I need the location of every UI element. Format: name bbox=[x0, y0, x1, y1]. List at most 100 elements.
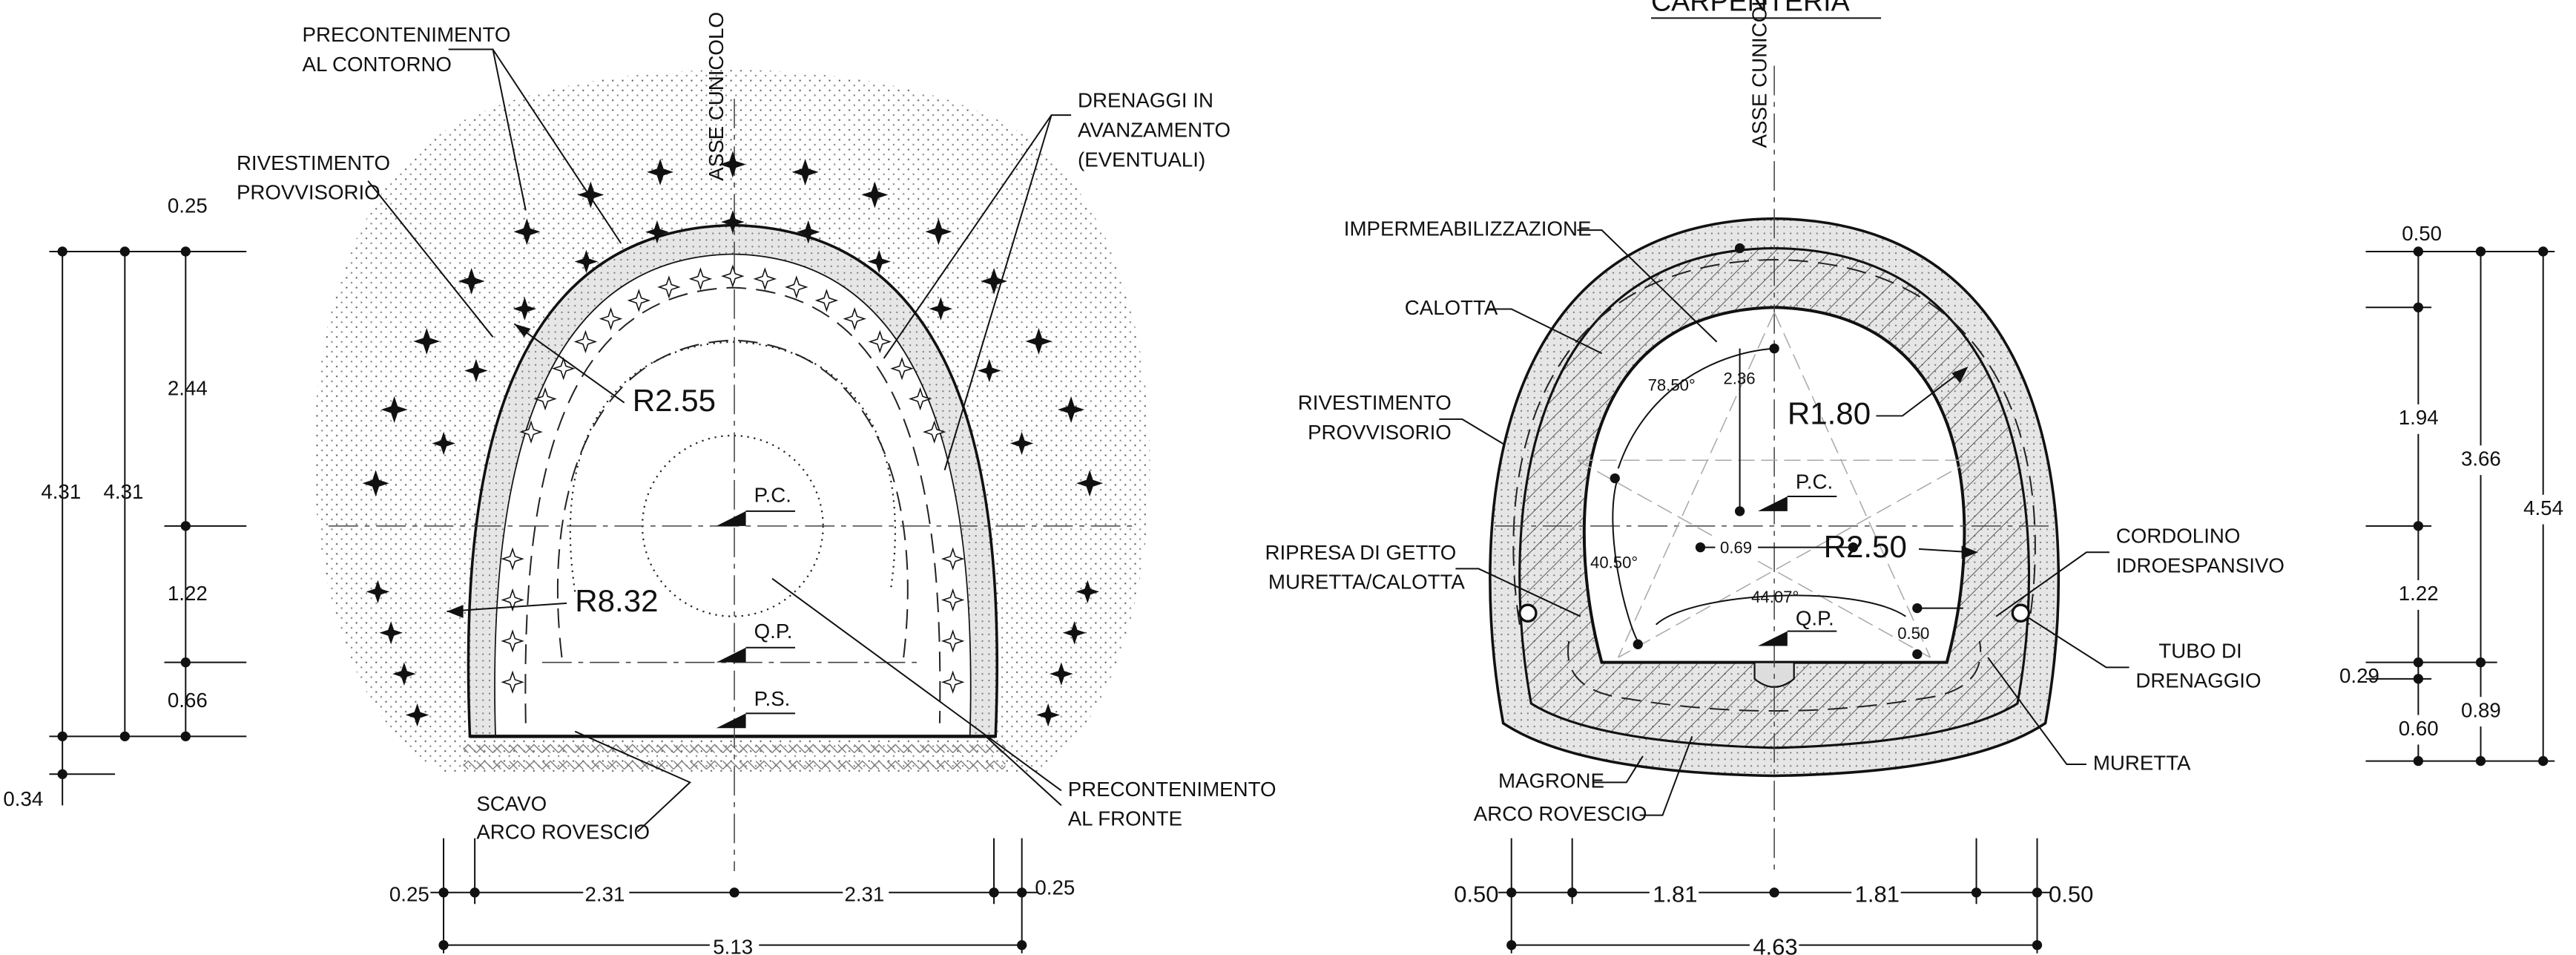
dim-label: 78.50° bbox=[1648, 375, 1696, 394]
label: PRECONTENIMENTO bbox=[1068, 778, 1277, 801]
shape bbox=[2032, 940, 2043, 951]
shape bbox=[2538, 755, 2549, 767]
shape bbox=[438, 887, 449, 898]
dim-label: 1.81 bbox=[1855, 881, 1900, 907]
radius-label: R2.55 bbox=[633, 383, 716, 418]
leader bbox=[513, 323, 625, 404]
shape bbox=[57, 769, 67, 779]
shape bbox=[2413, 674, 2424, 684]
nail bbox=[868, 329, 892, 354]
nail bbox=[1050, 662, 1073, 686]
nail bbox=[647, 158, 674, 186]
dim-label: 1.94 bbox=[2399, 406, 2439, 429]
shape bbox=[1769, 887, 1779, 898]
nail bbox=[519, 420, 543, 444]
dim-label: 4.31 bbox=[41, 480, 81, 503]
shape bbox=[1633, 639, 1643, 649]
nail bbox=[657, 275, 681, 299]
shape bbox=[438, 940, 449, 951]
dim-label: 0.60 bbox=[2399, 717, 2439, 740]
dim-label: 4.63 bbox=[1753, 933, 1797, 955]
shape bbox=[1734, 243, 1745, 254]
nail bbox=[721, 264, 745, 288]
arrow bbox=[1951, 366, 1969, 384]
nail bbox=[791, 158, 819, 186]
leader bbox=[1639, 736, 1693, 816]
nail bbox=[890, 356, 914, 381]
dim-label: 4.31 bbox=[104, 480, 144, 503]
leader bbox=[771, 577, 1062, 807]
nail bbox=[362, 470, 389, 497]
inner-dashed bbox=[557, 339, 909, 658]
shape bbox=[180, 521, 191, 531]
nail bbox=[843, 306, 866, 331]
shape bbox=[2413, 302, 2424, 312]
dim-label: 0.50 bbox=[2402, 222, 2442, 245]
nail bbox=[551, 356, 576, 381]
shape bbox=[1610, 473, 1620, 484]
leader bbox=[447, 602, 567, 613]
level-label: Q.P. bbox=[754, 620, 793, 643]
dim-label: 40.50° bbox=[1590, 554, 1638, 572]
nail bbox=[925, 218, 952, 246]
shape bbox=[729, 887, 739, 898]
construction-lines bbox=[1576, 312, 1972, 658]
nail bbox=[379, 621, 403, 645]
nail bbox=[1062, 621, 1087, 645]
shape bbox=[2413, 657, 2424, 668]
right-section: CARPENTERIA P.C. Q.P. ASSE CUNICOLO R1.8… bbox=[1265, 0, 2570, 955]
dim-label: 0.66 bbox=[168, 689, 208, 712]
shape bbox=[1912, 649, 1923, 660]
shape bbox=[1017, 887, 1027, 898]
label: IDROESPANSIVO bbox=[2116, 554, 2285, 577]
dim-label: 0.50 bbox=[1897, 624, 1929, 643]
dim-points bbox=[57, 246, 191, 779]
dim-label: 0.34 bbox=[3, 787, 43, 810]
nails bbox=[362, 151, 1104, 727]
dim-points bbox=[1506, 887, 2043, 951]
dim-label: 0.29 bbox=[2339, 664, 2379, 687]
nail bbox=[867, 249, 891, 274]
arrow bbox=[514, 324, 531, 338]
leader bbox=[2028, 617, 2129, 669]
bg bbox=[2457, 697, 2504, 727]
shape bbox=[2032, 887, 2043, 898]
nail bbox=[577, 181, 605, 209]
label: AL FRONTE bbox=[1068, 807, 1182, 830]
nail bbox=[627, 289, 651, 312]
label: (EVENTUALI) bbox=[1078, 148, 1205, 171]
leader bbox=[1593, 755, 1644, 784]
nail bbox=[1075, 580, 1100, 604]
shape bbox=[2475, 246, 2486, 257]
bg bbox=[1715, 536, 1758, 559]
bg bbox=[2395, 404, 2442, 434]
label: PRECONTENIMENTO bbox=[303, 23, 511, 46]
level-underlines bbox=[745, 510, 796, 715]
label: DRENAGGI IN bbox=[1078, 89, 1213, 112]
nail bbox=[501, 588, 524, 612]
bg bbox=[2395, 715, 2442, 745]
shape bbox=[57, 246, 67, 257]
label: ARCO ROVESCIO bbox=[476, 820, 650, 843]
dim-lines bbox=[49, 250, 247, 806]
shape bbox=[2475, 657, 2486, 668]
radius-label: R2.50 bbox=[1824, 529, 1907, 564]
dim-label: 2.31 bbox=[585, 883, 625, 906]
dim-points bbox=[2413, 246, 2549, 767]
drain-pipe bbox=[2011, 603, 2031, 623]
nail bbox=[501, 629, 524, 653]
nail bbox=[922, 420, 946, 444]
shape bbox=[119, 246, 130, 257]
leader bbox=[448, 48, 622, 244]
nail bbox=[814, 289, 839, 312]
nail bbox=[941, 629, 965, 653]
label: RIPRESA DI GETTO bbox=[1265, 541, 1456, 564]
shape bbox=[989, 887, 999, 898]
nail bbox=[413, 328, 441, 355]
label: AL CONTORNO bbox=[303, 53, 452, 76]
nail bbox=[513, 218, 541, 246]
nail bbox=[458, 267, 485, 295]
axis-label: ASSE CUNICOLO bbox=[1748, 0, 1771, 148]
label: MAGRONE bbox=[1498, 769, 1604, 792]
